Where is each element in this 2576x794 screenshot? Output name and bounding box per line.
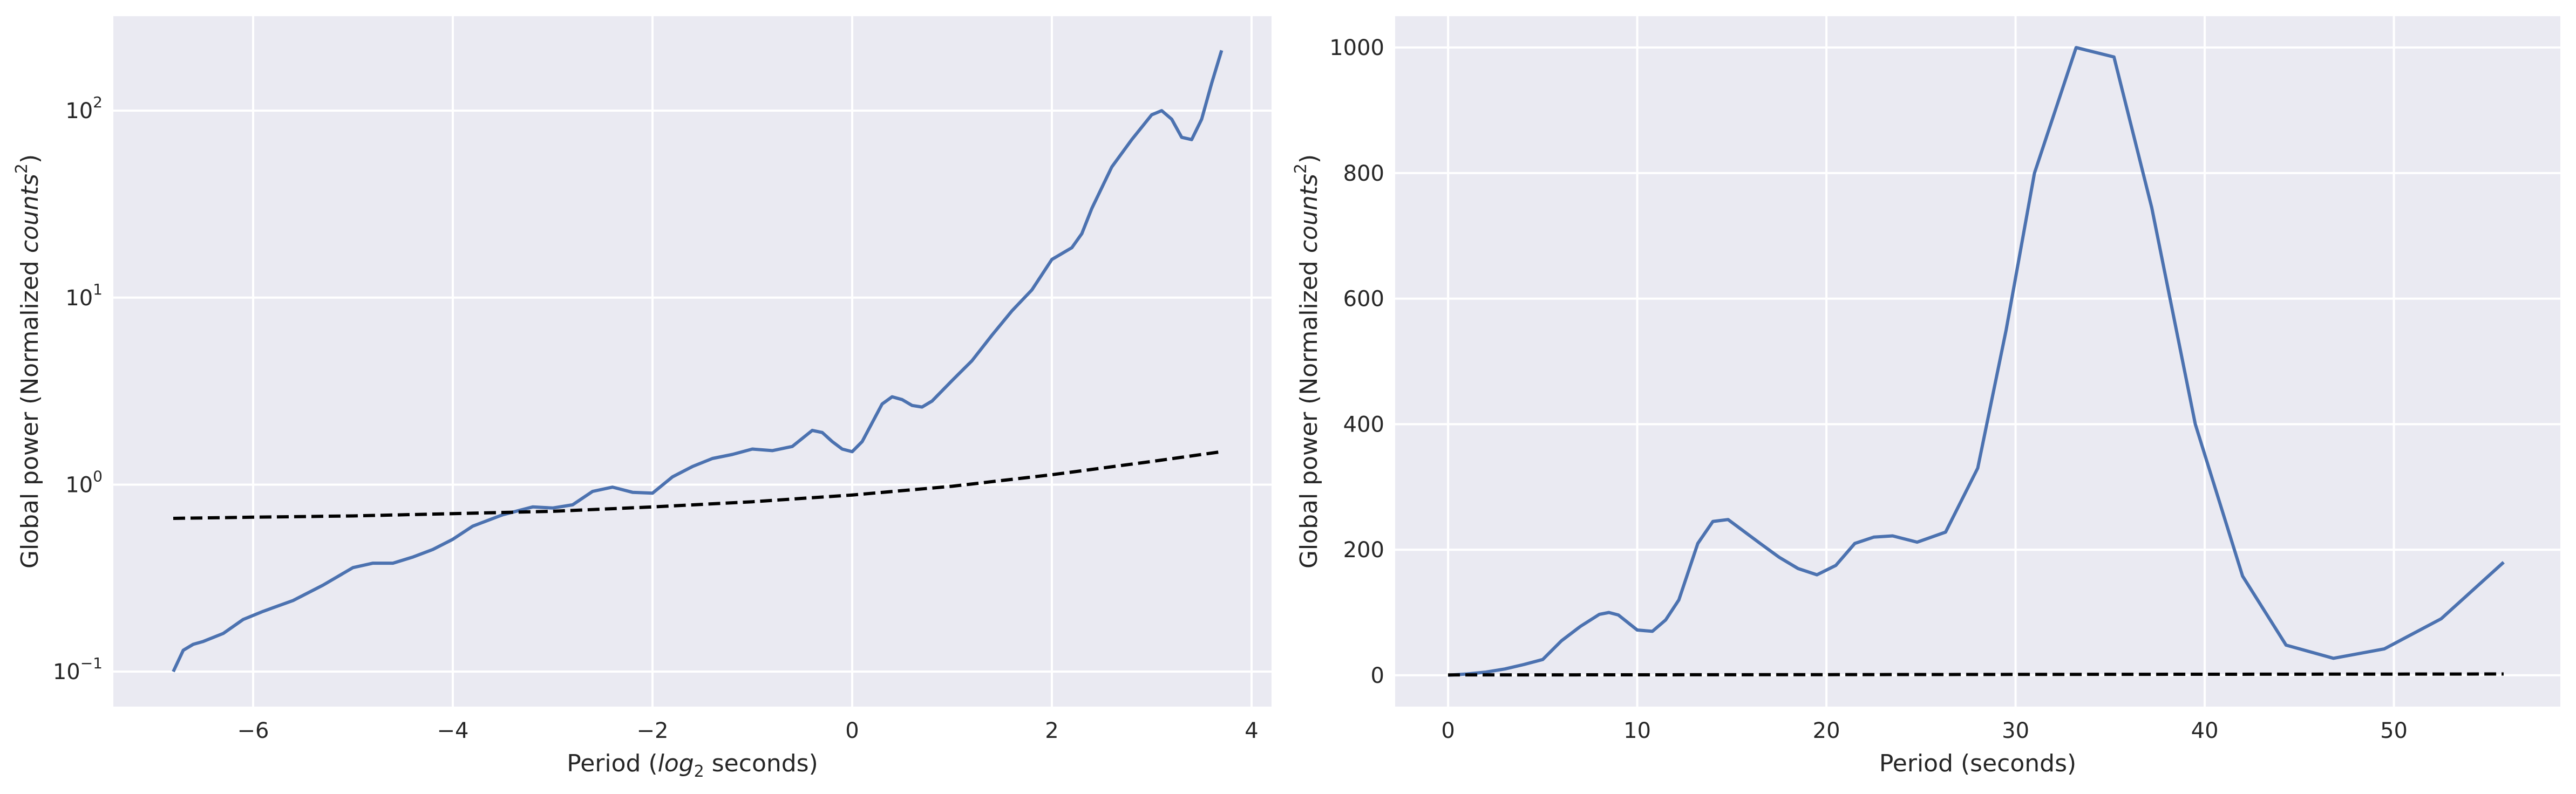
- x-tick-label: 0: [1441, 718, 1454, 743]
- y-tick-exponent: 1: [93, 280, 103, 298]
- y-axis-label-suffix: ): [16, 154, 44, 163]
- y-tick-exponent: −1: [80, 654, 103, 672]
- global-power-line: [1447, 46, 2505, 677]
- plot-background: [1395, 16, 2560, 707]
- y-tick-label: 1000: [1329, 36, 1384, 60]
- x-axis-label: Period (log2 seconds): [567, 750, 818, 781]
- y-axis-label-math: counts: [16, 174, 44, 253]
- x-tick-label: 10: [1623, 718, 1651, 743]
- x-tick-label: 40: [2191, 718, 2219, 743]
- y-tick-label: 800: [1343, 161, 1384, 186]
- y-tick-label: 0: [1371, 663, 1384, 688]
- y-tick-label: 600: [1343, 287, 1384, 312]
- significance-dashed-line: [173, 450, 1222, 520]
- x-tick-label: 20: [1813, 718, 1840, 743]
- y-axis-label-superscript: 2: [1292, 163, 1310, 174]
- x-axis-label: Period (seconds): [1879, 750, 2076, 777]
- plot-background: [113, 16, 1272, 707]
- y-tick-exponent: 2: [93, 93, 103, 111]
- x-tick-label: −4: [437, 718, 469, 743]
- x-tick-label: −6: [237, 718, 269, 743]
- x-tick-label: −2: [637, 718, 669, 743]
- y-axis-label-superscript: 2: [12, 163, 31, 174]
- y-axis-label: Global power (Normalized counts2): [12, 154, 44, 569]
- y-tick-label: 102: [65, 93, 103, 124]
- x-tick-label: 30: [2002, 718, 2029, 743]
- right-chart: 0 10 20 30 40 50 0 200 400 600 800 1000 Period (seco…: [1292, 16, 2560, 777]
- y-tick-base: 10: [65, 473, 93, 497]
- x-axis-label-subscript: 2: [694, 762, 704, 781]
- y-axis-label: Global power (Normalized counts2): [1292, 154, 1323, 569]
- x-axis-label-text: Period (seconds): [1879, 750, 2076, 777]
- y-tick-exponent: 0: [93, 467, 103, 485]
- y-axis-label-suffix: ): [1295, 154, 1323, 163]
- x-tick-label: 0: [845, 718, 859, 743]
- x-tick-label: 50: [2380, 718, 2408, 743]
- x-tick-label: 4: [1245, 718, 1258, 743]
- y-tick-base: 10: [65, 286, 93, 311]
- y-axis-label-text: Global power (Normalized: [1295, 253, 1323, 569]
- y-axis-label-text: Global power (Normalized: [16, 253, 44, 569]
- x-axis-label-suffix: seconds): [704, 750, 818, 777]
- y-tick-label: 100: [65, 467, 103, 497]
- y-tick-label: 400: [1343, 412, 1384, 437]
- y-axis-label-math: counts: [1295, 174, 1323, 253]
- x-axis-label-text: Period (: [567, 750, 657, 777]
- x-tick-label: 2: [1045, 718, 1058, 743]
- y-tick-label: 200: [1343, 538, 1384, 563]
- y-tick-base: 10: [53, 660, 80, 685]
- global-power-line: [172, 50, 1224, 673]
- y-tick-label: 101: [65, 280, 103, 311]
- y-tick-label: 10−1: [53, 654, 103, 685]
- y-tick-base: 10: [65, 99, 93, 124]
- x-axis-label-math: log: [658, 750, 694, 777]
